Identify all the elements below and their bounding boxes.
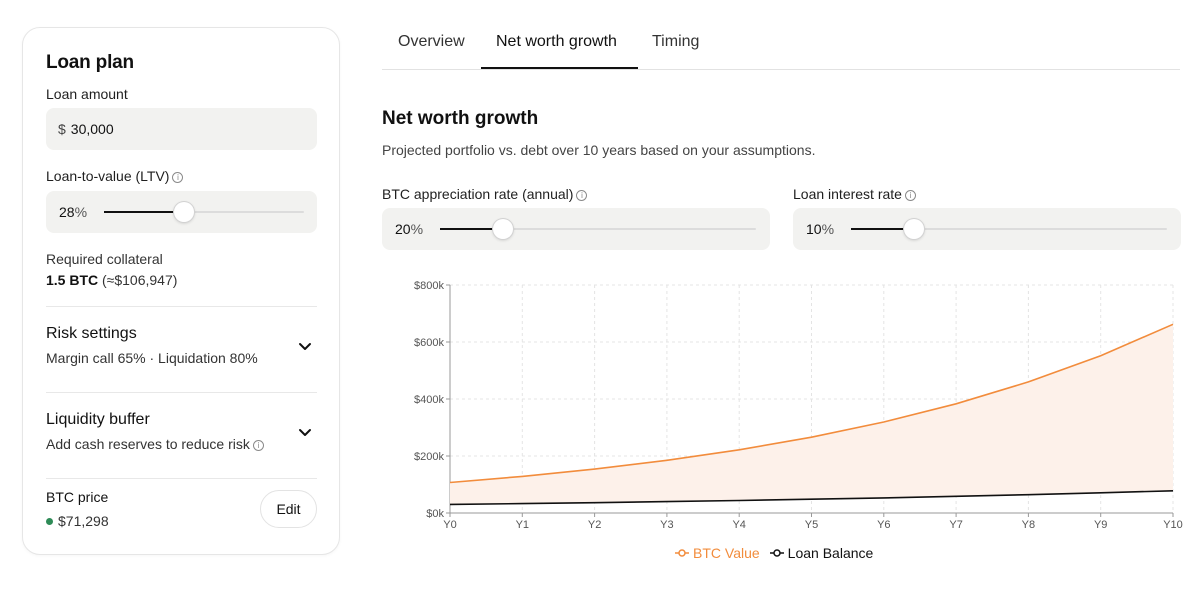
loan-amount-input[interactable]: $ 30,000 [46, 108, 317, 150]
loan-rate-value: 10% [806, 221, 835, 237]
ltv-slider-fill [104, 211, 184, 213]
y-tick-label: $800k [414, 280, 444, 292]
tab-overview[interactable]: Overview [398, 33, 465, 50]
y-tick-label: $600k [414, 337, 444, 349]
legend-label-loan: Loan Balance [787, 545, 874, 561]
currency-symbol: $ [58, 121, 66, 137]
divider [46, 392, 317, 393]
loan-rate-slider-thumb[interactable] [904, 219, 925, 239]
btc-price-value-row: $71,298 [46, 513, 109, 529]
x-tick-label: Y7 [949, 519, 962, 531]
collateral-usd: (≈$106,947) [102, 272, 178, 288]
ltv-slider[interactable]: 28% [46, 191, 317, 233]
liquidity-buffer-title: Liquidity buffer [46, 411, 150, 428]
btc-rate-value: 20% [395, 221, 424, 237]
ltv-label: Loan-to-value (LTV) [46, 168, 170, 184]
btc-rate-label: BTC appreciation rate (annual) [382, 186, 574, 202]
loan-rate-slider-track[interactable] [851, 219, 1167, 239]
btc-value-line [449, 323, 1174, 484]
legend-label-btc: BTC Value [693, 545, 760, 561]
btc-rate-slider[interactable]: 20% [382, 208, 770, 250]
x-tick-label: Y3 [660, 519, 673, 531]
ltv-slider-track[interactable] [104, 202, 304, 222]
loan-plan-card: Loan plan Loan amount $ 30,000 Loan-to-v… [22, 27, 340, 555]
x-tick-label: Y10 [1163, 519, 1183, 531]
info-icon[interactable]: i [576, 190, 588, 201]
info-icon[interactable]: i [172, 172, 184, 183]
ltv-slider-thumb[interactable] [174, 202, 194, 222]
btc-rate-slider-fill [440, 228, 504, 230]
loan-amount-value: 30,000 [70, 121, 114, 137]
x-tick-label: Y9 [1094, 519, 1107, 531]
loan-balance-line [449, 490, 1174, 506]
y-tick-label: $200k [414, 451, 444, 463]
liquidity-buffer-subtitle: Add cash reserves to reduce risk [46, 436, 250, 452]
net-worth-chart: $0k $200k $400k $600k $800k Y0 Y1 Y2 Y3 Y4 Y5 Y6 Y7 Y… [414, 280, 1183, 531]
btc-price-value: $71,298 [58, 513, 109, 529]
y-tick-label: $400k [414, 394, 444, 406]
x-tick-label: Y1 [516, 519, 529, 531]
btc-price-label: BTC price [46, 489, 109, 505]
divider [46, 478, 317, 479]
legend-line-circle-icon [675, 549, 689, 557]
card-title: Loan plan [46, 52, 134, 73]
status-dot-icon [46, 518, 53, 525]
btc-rate-slider-thumb[interactable] [493, 219, 514, 239]
legend-item-loan[interactable]: Loan Balance [769, 545, 874, 561]
tab-net-worth-growth[interactable]: Net worth growth [496, 33, 617, 50]
ltv-label-row: Loan-to-value (LTV) i [46, 168, 184, 184]
chart-legend: BTC Value Loan Balance [675, 545, 873, 561]
loan-rate-slider[interactable]: 10% [793, 208, 1181, 250]
active-tab-indicator [481, 67, 638, 69]
btc-rate-label-row: BTC appreciation rate (annual) i [382, 186, 588, 202]
liquidity-buffer-subtitle-row: Add cash reserves to reduce risk i [46, 436, 264, 452]
y-tick-label: $0k [426, 508, 444, 520]
loan-rate-slider-fill [851, 228, 915, 230]
collateral-btc: 1.5 BTC [46, 272, 99, 288]
loan-rate-label: Loan interest rate [793, 186, 902, 202]
x-tick-label: Y0 [443, 519, 456, 531]
collateral-label: Required collateral [46, 251, 163, 267]
x-tick-label: Y5 [805, 519, 818, 531]
info-icon[interactable]: i [904, 190, 916, 201]
risk-settings-subtitle: Margin call 65% · Liquidation 80% [46, 350, 258, 366]
chevron-down-icon[interactable] [297, 338, 313, 354]
x-tick-label: Y2 [588, 519, 601, 531]
tab-bar: Overview Net worth growth Timing [382, 0, 1180, 70]
chevron-down-icon[interactable] [297, 424, 313, 440]
x-tick-label: Y8 [1022, 519, 1035, 531]
legend-item-btc[interactable]: BTC Value [675, 545, 760, 561]
edit-price-button[interactable]: Edit [260, 490, 317, 528]
divider [46, 306, 317, 307]
x-tick-label: Y6 [877, 519, 890, 531]
page-title: Net worth growth [382, 108, 539, 129]
ltv-value: 28% [59, 204, 88, 220]
loan-amount-label: Loan amount [46, 86, 128, 102]
loan-rate-label-row: Loan interest rate i [793, 186, 916, 202]
legend-line-circle-icon [769, 549, 784, 557]
x-tick-label: Y4 [732, 519, 745, 531]
tab-timing[interactable]: Timing [652, 33, 700, 50]
btc-rate-slider-track[interactable] [440, 219, 756, 239]
page-subtitle: Projected portfolio vs. debt over 10 yea… [382, 142, 816, 158]
info-icon[interactable]: i [252, 440, 264, 451]
risk-settings-title: Risk settings [46, 325, 137, 342]
btc-value-area [450, 324, 1173, 505]
collateral-value: 1.5 BTC (≈$106,947) [46, 272, 177, 288]
